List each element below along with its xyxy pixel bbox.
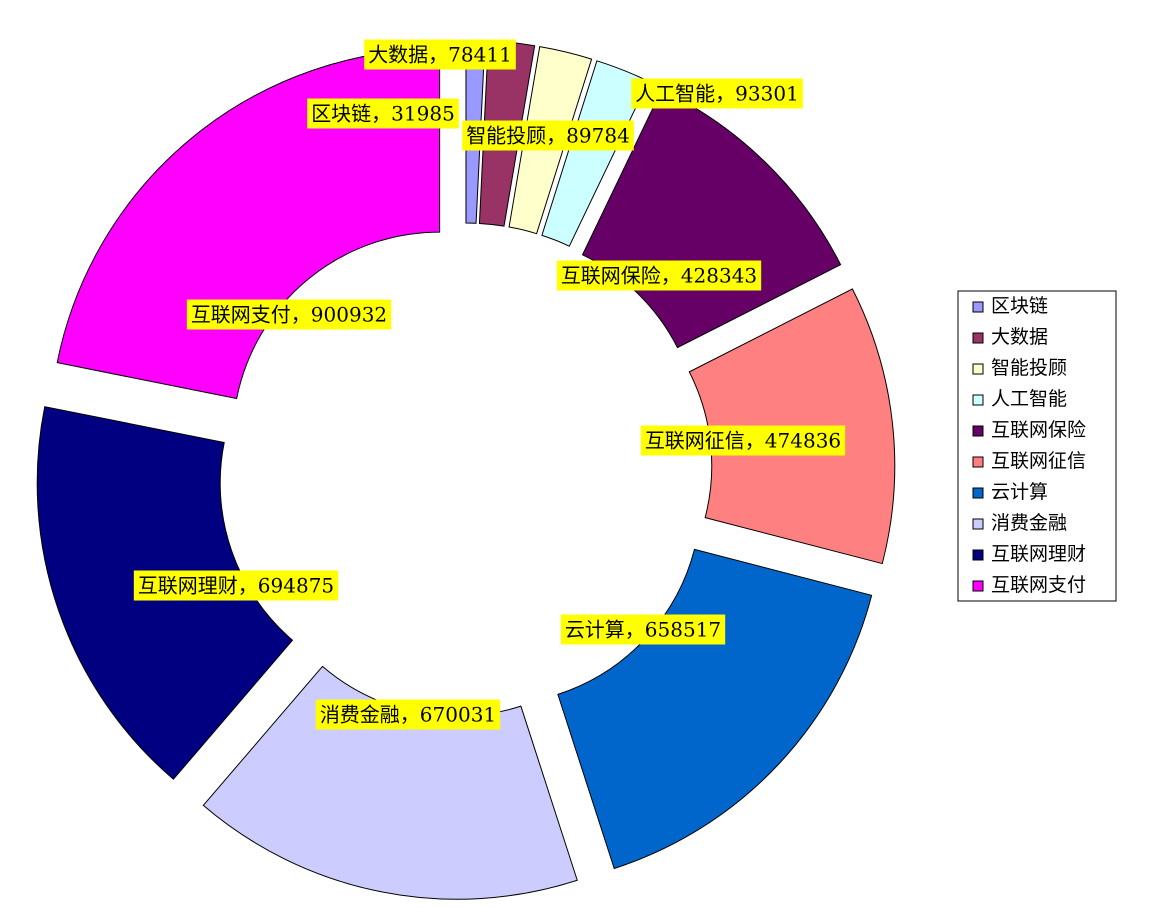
donut-slice — [557, 548, 873, 870]
data-label: 区块链，31985 — [311, 102, 455, 126]
slices — [36, 39, 896, 900]
legend-swatch — [972, 425, 984, 437]
data-label: 互联网支付，900932 — [191, 303, 387, 327]
data-label: 智能投顾，89784 — [466, 124, 630, 148]
legend-swatch — [972, 363, 984, 375]
data-label: 人工智能，93301 — [635, 82, 799, 106]
legend-swatch — [972, 487, 984, 499]
legend-box — [957, 290, 1117, 602]
data-label-bg — [307, 98, 459, 129]
legend-label: 互联网支付 — [991, 574, 1086, 596]
data-label-bg — [631, 78, 803, 109]
data-label: 互联网征信，474836 — [645, 429, 841, 453]
data-label-bg — [364, 39, 516, 70]
legend-label: 互联网理财 — [991, 543, 1086, 565]
data-label-bg — [640, 425, 846, 456]
legend-label: 互联网保险 — [991, 419, 1086, 441]
legend-label: 人工智能 — [991, 388, 1067, 410]
legend-label: 区块链 — [991, 295, 1048, 317]
data-label: 互联网保险，428343 — [561, 264, 757, 288]
data-label: 云计算，658517 — [565, 618, 721, 642]
legend-swatch — [972, 456, 984, 468]
legend-swatch — [972, 332, 984, 344]
donut-slice — [541, 60, 650, 247]
data-label-bg — [186, 299, 392, 330]
legend-swatch — [972, 301, 984, 313]
legend-swatch — [972, 549, 984, 561]
data-label-bg — [315, 699, 501, 730]
legend-label: 智能投顾 — [991, 357, 1067, 379]
legend-label: 互联网征信 — [991, 450, 1086, 472]
data-label-bg — [462, 120, 634, 151]
legend-swatch — [972, 394, 984, 406]
legend-label: 云计算 — [991, 481, 1048, 503]
legend-label: 消费金融 — [991, 512, 1067, 534]
data-label-bg — [556, 260, 762, 291]
legend-label: 大数据 — [991, 326, 1048, 348]
legend-swatch — [972, 518, 984, 530]
legend: 区块链大数据智能投顾人工智能互联网保险互联网征信云计算消费金融互联网理财互联网支… — [957, 290, 1117, 602]
data-label: 互联网理财，694875 — [138, 574, 334, 598]
data-label: 大数据，78411 — [368, 43, 512, 67]
legend-swatch — [972, 580, 984, 592]
data-label: 消费金融，670031 — [320, 703, 496, 727]
data-label-bg — [133, 570, 339, 601]
data-label-bg — [560, 614, 726, 645]
